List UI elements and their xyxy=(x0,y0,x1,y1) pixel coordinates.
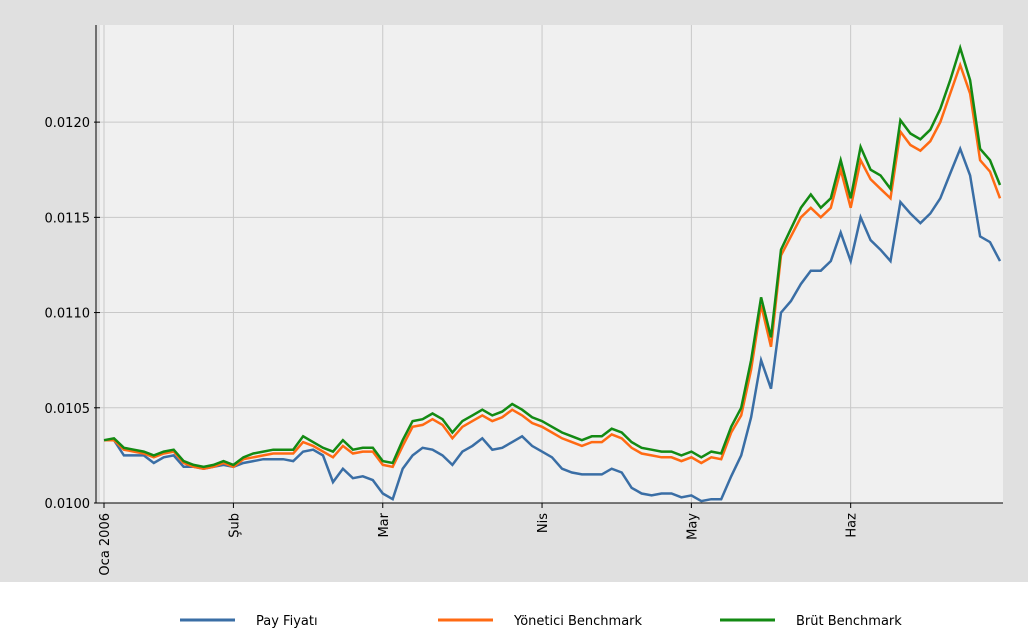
y-tick-label: 0.0115 xyxy=(45,211,91,226)
y-tick-label: 0.0105 xyxy=(45,402,91,417)
y-tick-label: 0.0110 xyxy=(45,307,91,322)
legend-label: Yönetici Benchmark xyxy=(513,614,643,629)
y-tick-label: 0.0120 xyxy=(45,116,91,131)
x-tick-label: Haz xyxy=(845,513,860,538)
x-tick-label: Şub xyxy=(227,513,242,538)
series-line xyxy=(104,61,1002,470)
series-line xyxy=(103,43,1002,469)
x-tick-label: Mar xyxy=(377,512,392,537)
x-tick-label: May xyxy=(685,513,700,540)
x-tick-label: Nis xyxy=(536,513,551,533)
series-line xyxy=(104,145,1002,503)
legend-label: Brüt Benchmark xyxy=(796,614,902,629)
plot-area xyxy=(100,25,1003,503)
x-tick-label: Oca 2006 xyxy=(98,513,113,576)
legend-label: Pay Fiyatı xyxy=(256,614,318,629)
y-tick-label: 0.0100 xyxy=(45,497,91,512)
